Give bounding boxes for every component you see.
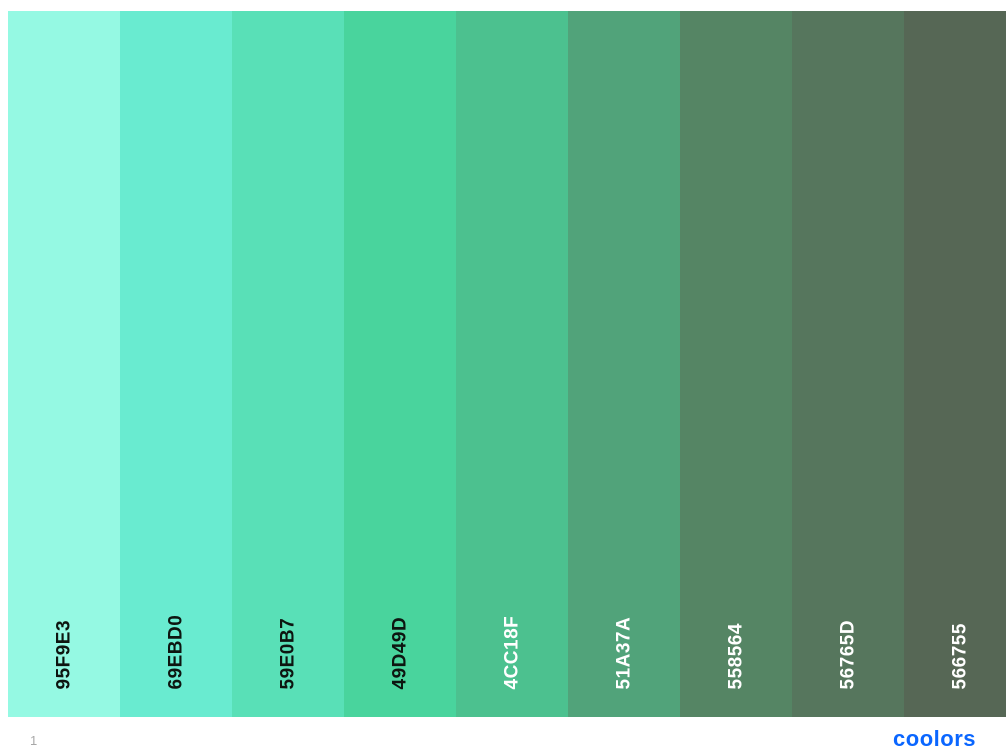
color-swatch[interactable]: 558564 bbox=[680, 11, 792, 717]
color-swatch[interactable]: 69EBD0 bbox=[120, 11, 232, 717]
swatch-hex-label: 4CC18F bbox=[501, 615, 523, 690]
color-swatch[interactable]: 566755 bbox=[904, 11, 1006, 717]
color-swatch[interactable]: 4CC18F bbox=[456, 11, 568, 717]
color-swatch[interactable]: 51A37A bbox=[568, 11, 680, 717]
color-swatch[interactable]: 49D49D bbox=[344, 11, 456, 717]
swatch-hex-label: 56765D bbox=[837, 619, 859, 690]
swatch-hex-label: 49D49D bbox=[389, 616, 411, 690]
swatch-hex-label: 51A37A bbox=[613, 616, 635, 690]
swatch-hex-label: 95F9E3 bbox=[53, 619, 75, 690]
swatch-hex-label: 566755 bbox=[949, 623, 971, 690]
color-swatch[interactable]: 59E0B7 bbox=[232, 11, 344, 717]
color-swatch[interactable]: 56765D bbox=[792, 11, 904, 717]
swatch-hex-label: 59E0B7 bbox=[277, 617, 299, 690]
swatch-hex-label: 558564 bbox=[725, 623, 747, 690]
coolors-logo: coolors bbox=[893, 726, 976, 751]
color-swatch[interactable]: 95F9E3 bbox=[8, 11, 120, 717]
swatch-hex-label: 69EBD0 bbox=[165, 614, 187, 690]
page-number: 1 bbox=[30, 733, 38, 748]
color-palette: 95F9E3 69EBD0 59E0B7 49D49D 4CC18F 51A37… bbox=[8, 11, 1006, 717]
